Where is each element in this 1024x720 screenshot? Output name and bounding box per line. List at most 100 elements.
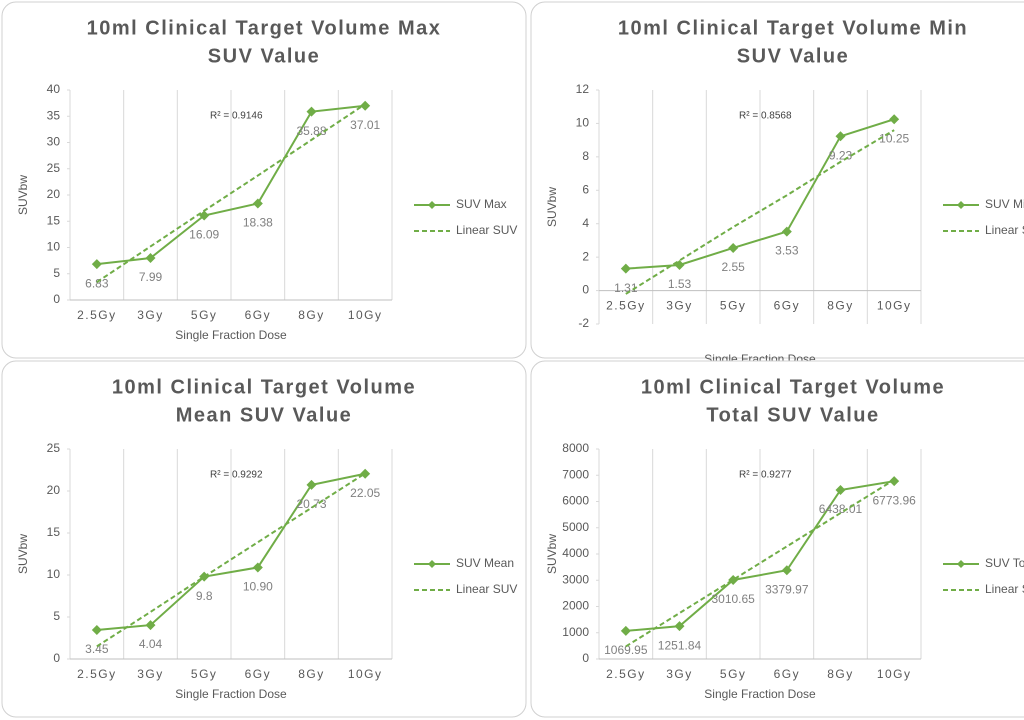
- y-tick-label: 10: [576, 116, 590, 130]
- legend-label: SUV Min: [985, 197, 1024, 211]
- y-axis-title: SUVbw: [545, 187, 559, 227]
- x-tick-label: 2.5Gy: [77, 667, 117, 681]
- data-label: 7.99: [139, 270, 163, 284]
- legend-label: Linear SUV: [985, 582, 1024, 596]
- marker: [728, 242, 739, 253]
- marker: [620, 625, 631, 636]
- x-tick-label: 2.5Gy: [606, 299, 646, 313]
- x-tick-label: 3Gy: [666, 667, 693, 681]
- chart-title: 10ml Clinical Target Volume: [641, 376, 945, 398]
- data-label: 1069.95: [604, 643, 648, 657]
- marker: [835, 485, 846, 496]
- y-tick-label: 12: [576, 82, 590, 96]
- y-tick-label: 0: [53, 292, 60, 306]
- y-axis-title: SUVbw: [16, 175, 30, 215]
- x-tick-label: 10Gy: [877, 299, 912, 313]
- r-squared: R² = 0.9277: [739, 470, 792, 481]
- chart-panel: 10ml Clinical Target Volume Mean SUV Valu…: [1, 360, 527, 718]
- data-label: 3379.97: [765, 582, 809, 596]
- chart-title: Total SUV Value: [706, 404, 879, 426]
- marker: [889, 476, 900, 487]
- marker: [252, 198, 263, 209]
- series-line: [625, 480, 895, 632]
- chart-title: SUV Value: [737, 45, 849, 67]
- r-squared: R² = 0.8568: [739, 111, 792, 122]
- panel-border: [530, 1, 1024, 359]
- y-tick-label: 6: [582, 182, 589, 196]
- chart-title: 10ml Clinical Target Volume Max: [87, 17, 442, 39]
- data-label: 9.23: [829, 148, 853, 162]
- data-label: 20.73: [296, 497, 326, 511]
- data-label: 10.25: [879, 131, 909, 145]
- data-label: 16.09: [189, 228, 219, 242]
- chart-title: 10ml Clinical Target Volume Min: [618, 17, 968, 39]
- data-label: 4.04: [139, 637, 163, 651]
- data-label: 6.83: [85, 276, 109, 290]
- x-tick-label: 5Gy: [720, 667, 747, 681]
- x-tick-label: 3Gy: [666, 299, 693, 313]
- x-tick-label: 3Gy: [137, 667, 164, 681]
- data-label: 37.01: [350, 118, 380, 132]
- series-line: [96, 104, 366, 266]
- trend-line: [625, 478, 895, 648]
- y-tick-label: 4000: [562, 546, 589, 560]
- y-tick-label: 5: [53, 609, 60, 623]
- legend-label: Linear SUV: [456, 223, 517, 237]
- y-tick-label: 35: [47, 108, 61, 122]
- x-tick-label: 10Gy: [348, 667, 383, 681]
- x-tick-label: 6Gy: [774, 667, 801, 681]
- x-tick-label: 6Gy: [245, 308, 272, 322]
- r-squared: R² = 0.9292: [210, 470, 263, 481]
- y-tick-label: 5000: [562, 520, 589, 534]
- marker: [145, 620, 156, 631]
- y-tick-label: 25: [47, 441, 61, 455]
- marker: [306, 479, 317, 490]
- chart-panel: 10ml Clinical Target Volume Total SUV Val…: [530, 360, 1024, 718]
- data-label: 1.53: [668, 277, 692, 291]
- chart-panel: 10ml Clinical Target Volume Max SUV Value…: [1, 1, 527, 359]
- y-tick-label: 8000: [562, 441, 589, 455]
- marker: [674, 621, 685, 632]
- legend-label: SUV Max: [456, 197, 507, 211]
- data-label: 3010.65: [711, 592, 755, 606]
- data-label: 3.45: [85, 642, 109, 656]
- data-label: 3.53: [775, 244, 799, 258]
- marker: [145, 253, 156, 264]
- y-axis-title: SUVbw: [16, 534, 30, 574]
- x-tick-label: 5Gy: [720, 299, 747, 313]
- marker: [360, 468, 371, 479]
- x-tick-label: 8Gy: [827, 667, 854, 681]
- trend-line: [625, 129, 895, 295]
- y-tick-label: 15: [47, 213, 61, 227]
- r-squared: R² = 0.9146: [210, 111, 263, 122]
- x-tick-label: 6Gy: [245, 667, 272, 681]
- data-label: 18.38: [243, 216, 273, 230]
- trend-line: [96, 472, 366, 648]
- marker: [889, 114, 900, 125]
- y-tick-label: 40: [47, 82, 61, 96]
- series-line: [96, 472, 366, 632]
- marker: [360, 100, 371, 111]
- data-label: 10.90: [243, 580, 273, 594]
- y-tick-label: 8: [582, 149, 589, 163]
- x-tick-label: 5Gy: [191, 667, 218, 681]
- y-tick-label: 4: [582, 216, 589, 230]
- x-tick-label: 10Gy: [877, 667, 912, 681]
- marker: [91, 259, 102, 270]
- legend-label: Linear SUV: [985, 223, 1024, 237]
- data-label: 22.05: [350, 486, 380, 500]
- x-tick-label: 8Gy: [298, 667, 325, 681]
- y-tick-label: 1000: [562, 625, 589, 639]
- x-tick-label: 10Gy: [348, 308, 383, 322]
- data-label: 6773.96: [872, 493, 916, 507]
- x-tick-label: 2.5Gy: [77, 308, 117, 322]
- panel-border: [1, 360, 527, 718]
- data-label: 2.55: [721, 260, 745, 274]
- y-axis-title: SUVbw: [545, 534, 559, 574]
- y-tick-label: -2: [578, 316, 589, 330]
- x-axis-title: Single Fraction Dose: [704, 687, 816, 701]
- y-tick-label: 20: [47, 483, 61, 497]
- marker: [620, 263, 631, 274]
